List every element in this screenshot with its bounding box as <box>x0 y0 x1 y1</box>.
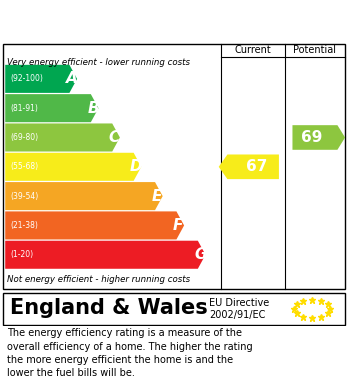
Text: Energy Efficiency Rating: Energy Efficiency Rating <box>60 11 288 30</box>
Text: 2002/91/EC: 2002/91/EC <box>209 310 265 319</box>
Text: Not energy efficient - higher running costs: Not energy efficient - higher running co… <box>7 275 190 284</box>
Text: Very energy efficient - lower running costs: Very energy efficient - lower running co… <box>7 58 190 67</box>
Text: 67: 67 <box>246 159 267 174</box>
Text: E: E <box>152 188 162 204</box>
Text: (1-20): (1-20) <box>10 250 33 259</box>
Text: C: C <box>109 130 120 145</box>
Polygon shape <box>219 154 279 179</box>
Text: G: G <box>194 247 207 262</box>
Polygon shape <box>5 241 205 269</box>
Text: Potential: Potential <box>293 45 337 55</box>
Polygon shape <box>292 125 345 150</box>
Polygon shape <box>5 182 163 210</box>
Polygon shape <box>5 124 120 152</box>
Polygon shape <box>5 212 184 239</box>
Text: (55-68): (55-68) <box>10 162 39 171</box>
Text: A: A <box>66 72 78 86</box>
Text: (39-54): (39-54) <box>10 192 39 201</box>
Text: (21-38): (21-38) <box>10 221 38 230</box>
Text: (81-91): (81-91) <box>10 104 38 113</box>
Text: England & Wales: England & Wales <box>10 298 208 318</box>
Text: F: F <box>173 218 183 233</box>
Polygon shape <box>5 65 77 93</box>
Text: (69-80): (69-80) <box>10 133 39 142</box>
Text: B: B <box>87 100 99 116</box>
Text: D: D <box>130 159 143 174</box>
Text: (92-100): (92-100) <box>10 74 43 83</box>
Text: EU Directive: EU Directive <box>209 298 269 308</box>
Text: The energy efficiency rating is a measure of the
overall efficiency of a home. T: The energy efficiency rating is a measur… <box>7 328 253 378</box>
Text: Current: Current <box>235 45 271 55</box>
Text: 69: 69 <box>301 130 322 145</box>
Polygon shape <box>5 153 141 181</box>
Polygon shape <box>5 94 98 122</box>
